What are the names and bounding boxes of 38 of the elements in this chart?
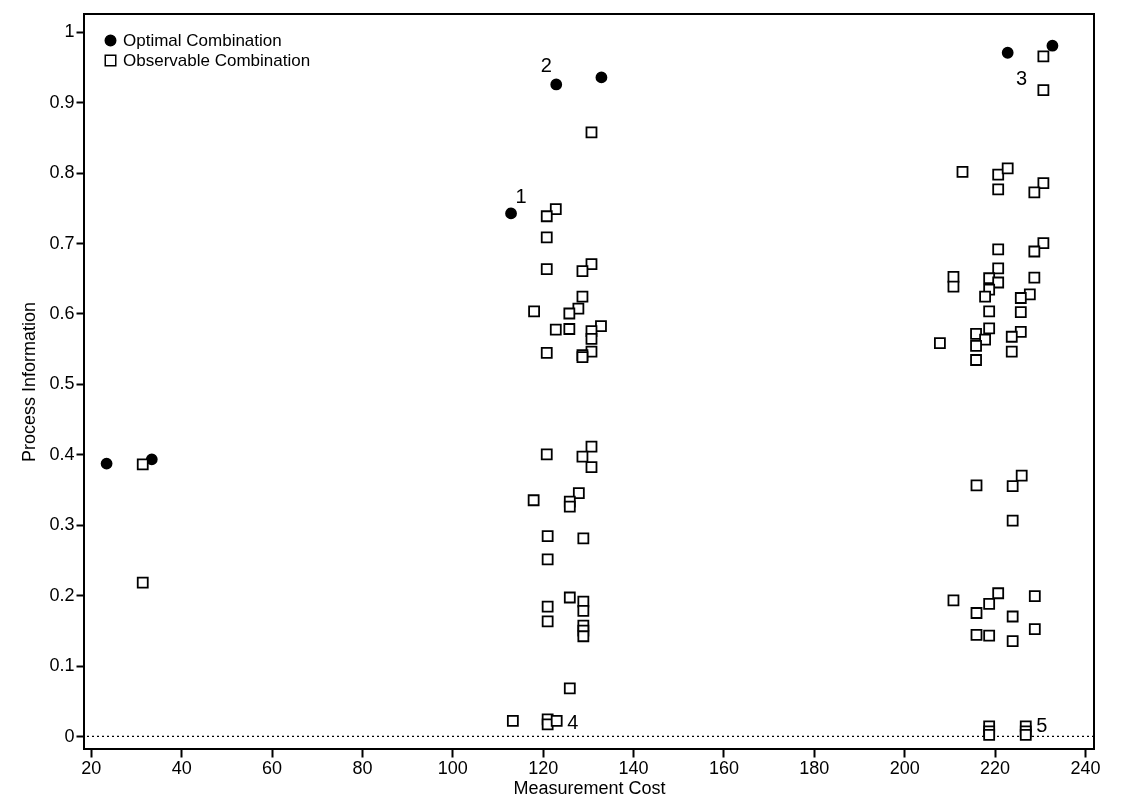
legend-label: Optimal Combination xyxy=(123,30,282,50)
point xyxy=(100,457,113,470)
point xyxy=(505,207,517,220)
legend-label: Observable Combination xyxy=(123,50,311,70)
x-tick-label: 220 xyxy=(980,757,1011,778)
y-tick-label: 0.9 xyxy=(49,91,75,112)
x-tick-label: 80 xyxy=(352,757,373,778)
x-tick-label: 240 xyxy=(1070,757,1101,778)
y-tick-label: 0.3 xyxy=(49,514,75,535)
x-tick-label: 160 xyxy=(708,757,739,778)
y-tick-label: 0.8 xyxy=(49,162,75,183)
x-tick-label: 120 xyxy=(528,757,559,778)
x-tick-label: 100 xyxy=(437,757,468,778)
x-axis-title: Measurement Cost xyxy=(513,777,666,798)
x-tick-label: 40 xyxy=(171,757,192,778)
annotation: 5 xyxy=(1036,714,1048,737)
point xyxy=(1001,46,1014,59)
annotation: 3 xyxy=(1016,66,1028,89)
y-tick-label: 0.7 xyxy=(49,232,75,253)
y-tick-label: 0.5 xyxy=(49,373,75,394)
y-axis-title: Process Information xyxy=(19,301,40,463)
annotation: 4 xyxy=(567,710,579,733)
point xyxy=(550,78,563,91)
y-tick-label: 0.4 xyxy=(49,443,75,464)
y-tick-label: 1 xyxy=(64,21,75,42)
y-tick-label: 0 xyxy=(64,725,75,746)
annotation: 1 xyxy=(515,185,527,208)
y-tick-label: 0.6 xyxy=(49,303,75,323)
x-tick-label: 20 xyxy=(81,757,102,778)
annotation: 2 xyxy=(540,54,552,77)
x-tick-label: 200 xyxy=(889,757,920,778)
y-tick-label: 0.1 xyxy=(49,655,75,676)
x-tick-label: 140 xyxy=(618,757,649,778)
point xyxy=(1046,39,1059,52)
x-tick-label: 60 xyxy=(262,757,283,778)
x-tick-label: 180 xyxy=(799,757,830,778)
y-tick-label: 0.2 xyxy=(49,584,75,605)
point xyxy=(595,71,608,84)
